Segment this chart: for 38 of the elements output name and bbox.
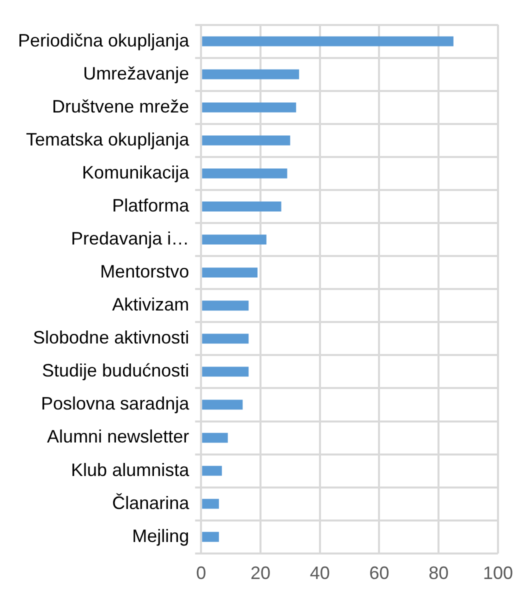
bar [202, 532, 219, 542]
bar [202, 36, 454, 46]
x-tick-label: 60 [369, 563, 390, 584]
y-tick-label: Mentorstvo [100, 262, 190, 282]
bar [202, 400, 243, 410]
bar [202, 202, 282, 212]
y-tick-label: Tematska okupljanja [26, 129, 190, 150]
x-tick-label: 100 [482, 563, 514, 584]
y-tick-label: Alumni newsletter [47, 426, 190, 447]
x-tick-label: 80 [428, 563, 449, 584]
y-tick-label: Platforma [112, 195, 190, 216]
y-tick-label: Predavanja i… [71, 228, 190, 249]
y-tick-label: Klub alumnista [71, 460, 190, 480]
x-tick-label: 0 [196, 563, 206, 584]
y-tick-label: Studije budućnosti [42, 360, 190, 381]
bar [202, 498, 219, 509]
bar [202, 69, 300, 80]
bar [202, 432, 228, 443]
y-tick-label: Slobodne aktivnosti [33, 328, 190, 348]
y-tick-label: Umrežavanje [83, 63, 190, 84]
bar [202, 268, 258, 278]
bar [202, 168, 288, 178]
y-tick-label: Mejling [132, 526, 190, 546]
y-tick-label: Komunikacija [82, 162, 190, 182]
bar [202, 466, 222, 476]
x-tick-label: 40 [310, 563, 330, 584]
bar [202, 334, 249, 344]
bar [202, 135, 290, 146]
y-tick-label: Periodična okupljanja [18, 30, 190, 50]
bar [202, 366, 249, 377]
y-tick-label: Aktivizam [112, 294, 190, 315]
y-tick-label: Članarina [112, 492, 190, 513]
x-tick-label: 20 [250, 563, 271, 584]
bar [202, 102, 296, 112]
bar [202, 234, 266, 244]
y-tick-label: Društvene mreže [52, 96, 190, 116]
y-tick-label: Poslovna saradnja [41, 394, 190, 414]
bar [202, 300, 249, 311]
